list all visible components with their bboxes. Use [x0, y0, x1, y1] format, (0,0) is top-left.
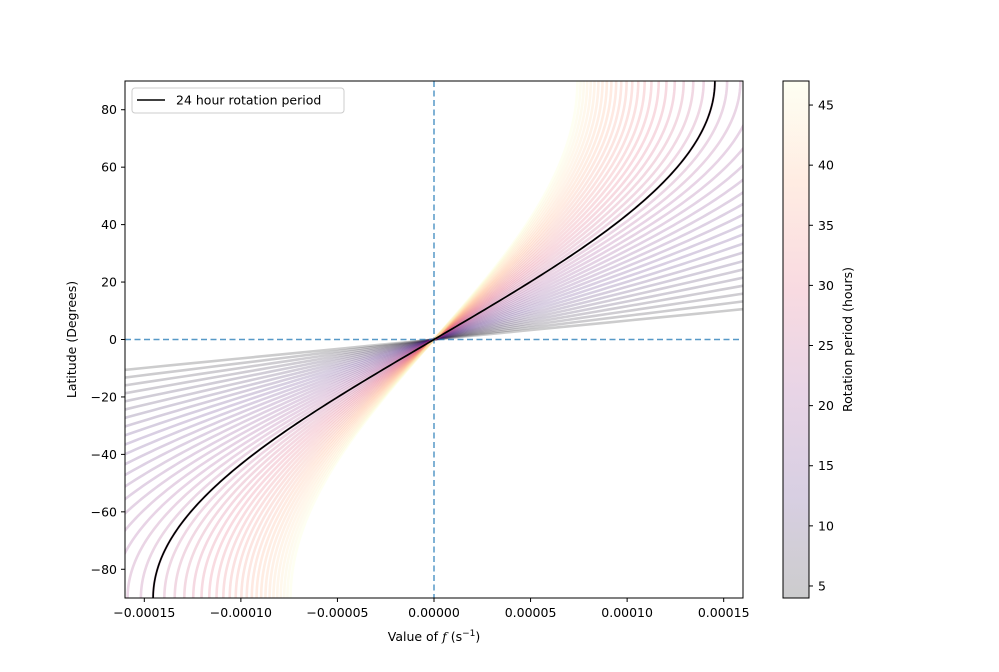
- x-axis-ticks: −0.00015 −0.00010 −0.00005 0.00000 0.00005 0.…: [113, 598, 750, 620]
- colorbar-tick-label: 15: [818, 458, 834, 473]
- y-tick-label: 80: [101, 102, 117, 117]
- colorbar-gradient: [783, 81, 809, 598]
- colorbar-tick-label: 20: [818, 398, 834, 413]
- x-axis-label-text: Value of: [388, 629, 439, 644]
- x-tick-label: −0.00015: [113, 605, 175, 620]
- y-tick-label: −40: [91, 447, 117, 462]
- colorbar-tick-label: 10: [818, 518, 834, 533]
- x-tick-label: 0.00010: [601, 605, 653, 620]
- x-tick-label: 0.00005: [505, 605, 557, 620]
- x-axis-label-unit-close: ): [475, 629, 480, 644]
- colorbar-ticks: 5 10 15 20 25 30 35 40 45: [809, 98, 834, 593]
- x-tick-label: −0.00005: [306, 605, 368, 620]
- colorbar: 5 10 15 20 25 30 35 40 45 Rotation period (hours…: [782, 80, 855, 599]
- y-tick-label: 20: [101, 275, 117, 290]
- x-tick-label: 0.00015: [698, 605, 750, 620]
- highlight-series-group: [152, 81, 716, 598]
- y-tick-label: 60: [101, 160, 117, 175]
- x-axis-label-unit-exponent: −1: [462, 629, 475, 639]
- x-tick-label: −0.00010: [210, 605, 272, 620]
- legend-entry-label: 24 hour rotation period: [176, 93, 321, 108]
- y-tick-label: 0: [109, 332, 117, 347]
- colorbar-tick-label: 5: [818, 578, 826, 593]
- y-axis-ticks: −80 −60 −40 −20 0 20 40 60 80: [91, 102, 125, 577]
- x-tick-label: 0.00000: [408, 605, 460, 620]
- x-axis-label-variable: f: [441, 629, 449, 644]
- colorbar-frame: [782, 80, 810, 599]
- colorbar-label: Rotation period (hours): [840, 267, 855, 412]
- legend-box: [131, 87, 345, 114]
- y-tick-label: −60: [91, 504, 117, 519]
- highlight-series-line: [152, 81, 716, 598]
- x-axis-label-unit: (s: [451, 629, 462, 644]
- colorbar-tick-label: 45: [818, 98, 834, 113]
- x-axis-label: Value of f (s−1): [388, 629, 481, 644]
- colorbar-tick-label: 35: [818, 218, 834, 233]
- y-tick-label: −20: [91, 389, 117, 404]
- y-tick-label: 40: [101, 217, 117, 232]
- y-tick-label: −80: [91, 562, 117, 577]
- colorbar-tick-label: 25: [818, 338, 834, 353]
- legend: 24 hour rotation period: [131, 87, 345, 114]
- y-axis-label: Latitude (Degrees): [64, 281, 79, 398]
- colorbar-tick-label: 30: [818, 278, 834, 293]
- colorbar-tick-label: 40: [818, 158, 834, 173]
